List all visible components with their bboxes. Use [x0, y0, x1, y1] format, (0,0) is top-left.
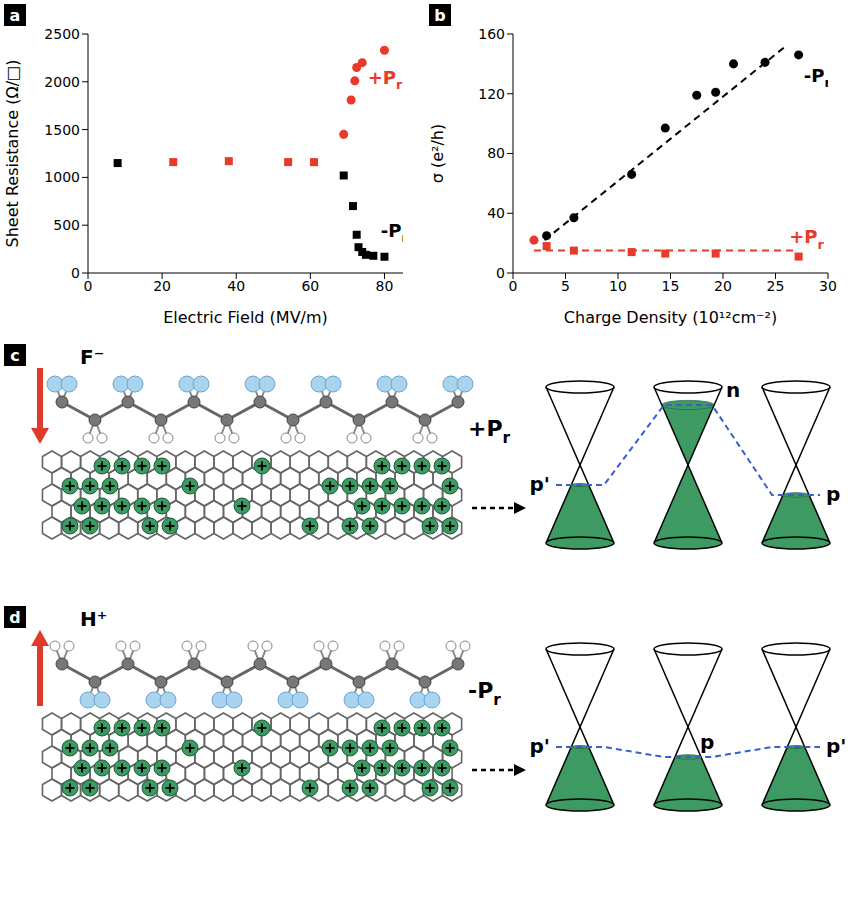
svg-text:40: 40	[227, 278, 245, 294]
svg-text:1500: 1500	[44, 122, 80, 138]
svg-text:2500: 2500	[44, 26, 80, 42]
svg-text:0: 0	[84, 278, 93, 294]
svg-text:5: 5	[561, 278, 570, 294]
svg-text:0: 0	[509, 278, 518, 294]
svg-text:p': p'	[530, 734, 550, 758]
svg-text:20: 20	[714, 278, 732, 294]
svg-text:0: 0	[496, 265, 505, 281]
svg-text:Electric Field (MV/m): Electric Field (MV/m)	[163, 308, 328, 327]
svg-text:25: 25	[767, 278, 785, 294]
svg-text:p: p	[700, 730, 714, 754]
svg-text:15: 15	[662, 278, 680, 294]
svg-text:+Pr: +Pr	[468, 416, 511, 447]
svg-text:0: 0	[71, 265, 80, 281]
svg-text:120: 120	[478, 86, 505, 102]
svg-text:+Pr: +Pr	[368, 67, 403, 92]
svg-text:Charge Density (10¹²cm⁻²): Charge Density (10¹²cm⁻²)	[564, 308, 777, 327]
svg-text:F⁻: F⁻	[80, 345, 104, 369]
svg-text:-Pr: -Pr	[381, 220, 403, 245]
svg-text:60: 60	[301, 278, 319, 294]
svg-text:p': p'	[530, 472, 550, 496]
svg-text:H⁺: H⁺	[80, 607, 107, 631]
svg-text:2000: 2000	[44, 74, 80, 90]
svg-text:n: n	[726, 378, 740, 402]
svg-text:b: b	[434, 6, 445, 25]
svg-text:80: 80	[487, 145, 505, 161]
svg-text:a: a	[10, 6, 21, 25]
svg-text:20: 20	[153, 278, 171, 294]
svg-text:c: c	[10, 346, 19, 365]
svg-text:1000: 1000	[44, 169, 80, 185]
svg-text:-Pr: -Pr	[804, 65, 828, 90]
svg-text:Sheet Resistance (Ω/□): Sheet Resistance (Ω/□)	[3, 60, 22, 248]
svg-text:40: 40	[487, 205, 505, 221]
svg-text:p': p'	[826, 734, 846, 758]
svg-text:-Pr: -Pr	[468, 678, 501, 709]
svg-text:p: p	[826, 482, 840, 506]
svg-text:160: 160	[478, 26, 505, 42]
html-text:r: r	[401, 230, 408, 246]
svg-text:σ (e²/h): σ (e²/h)	[428, 124, 447, 184]
svg-text:+Pr: +Pr	[789, 226, 824, 251]
svg-text:80: 80	[376, 278, 394, 294]
svg-text:10: 10	[609, 278, 627, 294]
svg-text:500: 500	[53, 217, 80, 233]
svg-text:d: d	[9, 608, 20, 627]
svg-text:30: 30	[819, 278, 837, 294]
